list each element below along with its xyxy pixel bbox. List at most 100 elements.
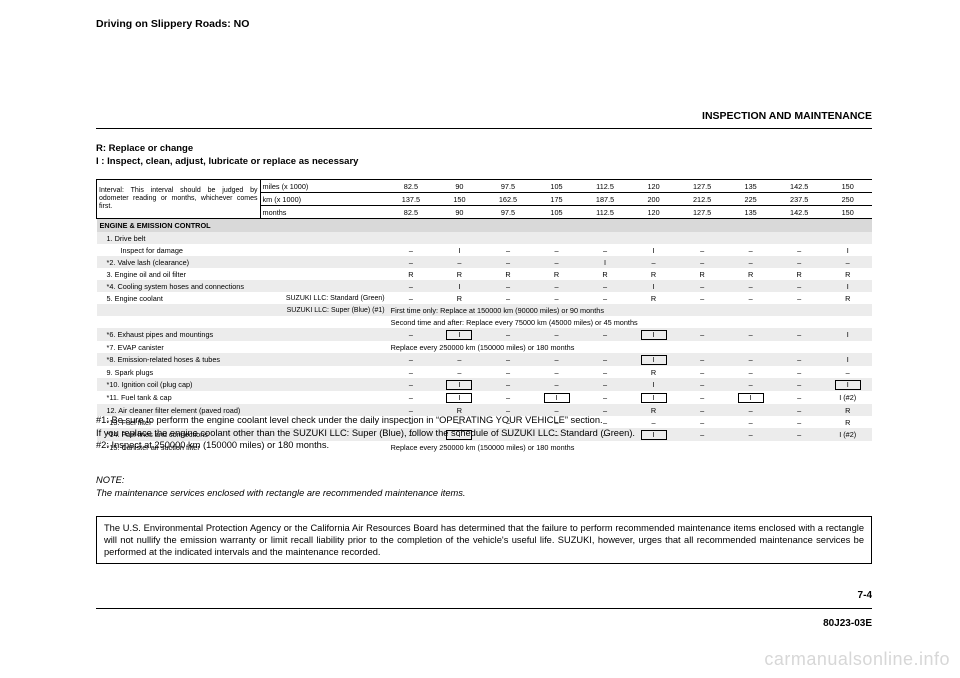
cell	[435, 232, 484, 244]
table-row: *8. Emission-related hoses & tubes–––––I…	[97, 353, 873, 366]
cell: –	[775, 391, 824, 404]
row-label: 3. Engine oil and oil filter	[97, 268, 387, 280]
cell: –	[678, 366, 727, 378]
cell: –	[581, 353, 630, 366]
cell: I	[629, 353, 678, 366]
cell: –	[678, 256, 727, 268]
row-label: *6. Exhaust pipes and mountings	[97, 328, 387, 341]
cell: I	[629, 328, 678, 341]
cell: I	[823, 353, 872, 366]
watermark: carmanualsonline.info	[764, 649, 950, 670]
cell: R	[823, 292, 872, 304]
cell: –	[775, 280, 824, 292]
section-title: INSPECTION AND MAINTENANCE	[702, 110, 872, 122]
note-block: NOTE: The maintenance services enclosed …	[96, 474, 872, 499]
row-label	[97, 316, 261, 328]
page: Driving on Slippery Roads: NO INSPECTION…	[0, 0, 960, 678]
row-label: *4. Cooling system hoses and connections	[97, 280, 387, 292]
legend: R: Replace or change I : Inspect, clean,…	[96, 143, 358, 169]
cell: I	[532, 391, 581, 404]
row-sublabel: SUZUKI LLC: Standard (Green)	[260, 292, 387, 304]
table-row: Inspect for damage–I–––I–––I	[97, 244, 873, 256]
row-sublabel: SUZUKI LLC: Super (Blue) (#1)	[260, 304, 387, 316]
cell: R	[775, 268, 824, 280]
cell: –	[726, 366, 775, 378]
cell: –	[532, 378, 581, 391]
cell: –	[532, 256, 581, 268]
maintenance-table: Interval: This interval should be judged…	[96, 179, 872, 453]
cell: –	[484, 292, 533, 304]
cell: –	[532, 244, 581, 256]
row-label: *11. Fuel tank & cap	[97, 391, 387, 404]
cell: I	[823, 328, 872, 341]
cell: –	[484, 378, 533, 391]
cell: R	[726, 268, 775, 280]
cell: –	[775, 378, 824, 391]
table-row: *7. EVAP canisterReplace every 250000 km…	[97, 341, 873, 353]
cell: –	[775, 256, 824, 268]
row-label: *8. Emission-related hoses & tubes	[97, 353, 387, 366]
cell: –	[823, 256, 872, 268]
cell: –	[726, 378, 775, 391]
row-label: *2. Valve lash (clearance)	[97, 256, 387, 268]
unit-months: months	[260, 206, 387, 219]
cell: –	[484, 353, 533, 366]
cell: I	[629, 280, 678, 292]
cell: –	[435, 366, 484, 378]
page-number: 7-4	[858, 590, 872, 601]
interval-note: Interval: This interval should be judged…	[97, 180, 261, 219]
cell: –	[387, 280, 436, 292]
table: Interval: This interval should be judged…	[96, 179, 872, 453]
cell: I	[435, 244, 484, 256]
cell: –	[678, 292, 727, 304]
cell: –	[775, 366, 824, 378]
cell: I	[629, 391, 678, 404]
legend-r: R: Replace or change	[96, 143, 193, 154]
cell: –	[387, 292, 436, 304]
cell: –	[581, 244, 630, 256]
cell: I	[823, 280, 872, 292]
cell: –	[387, 353, 436, 366]
cell: –	[629, 256, 678, 268]
cell: R	[629, 268, 678, 280]
cell	[823, 232, 872, 244]
table-row: 1. Drive belt	[97, 232, 873, 244]
rule-top	[96, 128, 872, 129]
row-label: *7. EVAP canister	[97, 341, 387, 353]
cell: I	[435, 391, 484, 404]
unit-km: km (x 1000)	[260, 193, 387, 206]
cell: –	[678, 244, 727, 256]
table-row: *2. Valve lash (clearance)––––I–––––	[97, 256, 873, 268]
cell: –	[775, 292, 824, 304]
fn1: #1: Be sure to perform the engine coolan…	[96, 415, 603, 425]
table-row: 9. Spark plugs–––––R––––	[97, 366, 873, 378]
cell: –	[532, 366, 581, 378]
cell: I	[435, 378, 484, 391]
unit-miles: miles (x 1000)	[260, 180, 387, 193]
cell: I	[629, 378, 678, 391]
row-span-note: Replace every 250000 km (150000 miles) o…	[387, 341, 872, 353]
cell: R	[678, 268, 727, 280]
cell: –	[678, 391, 727, 404]
epa-box: The U.S. Environmental Protection Agency…	[96, 516, 872, 564]
cell: –	[581, 366, 630, 378]
note-text: The maintenance services enclosed with r…	[96, 488, 465, 498]
cell: –	[726, 353, 775, 366]
section-engine-emission: ENGINE & EMISSION CONTROL	[97, 219, 873, 233]
cell: –	[532, 292, 581, 304]
cell: –	[435, 353, 484, 366]
cell: –	[532, 328, 581, 341]
cell: –	[484, 366, 533, 378]
row-label: *10. Ignition coil (plug cap)	[97, 378, 387, 391]
table-row: *6. Exhaust pipes and mountings–I–––I–––…	[97, 328, 873, 341]
cell: –	[775, 244, 824, 256]
cell: –	[484, 280, 533, 292]
fn2: #2: Inspect at 250000 km (150000 miles) …	[96, 440, 329, 450]
cell: –	[532, 280, 581, 292]
cell: R	[581, 268, 630, 280]
cell: –	[678, 280, 727, 292]
cell: –	[726, 256, 775, 268]
cell: I	[581, 256, 630, 268]
cell: R	[435, 268, 484, 280]
table-row: Second time and after: Replace every 750…	[97, 316, 873, 328]
